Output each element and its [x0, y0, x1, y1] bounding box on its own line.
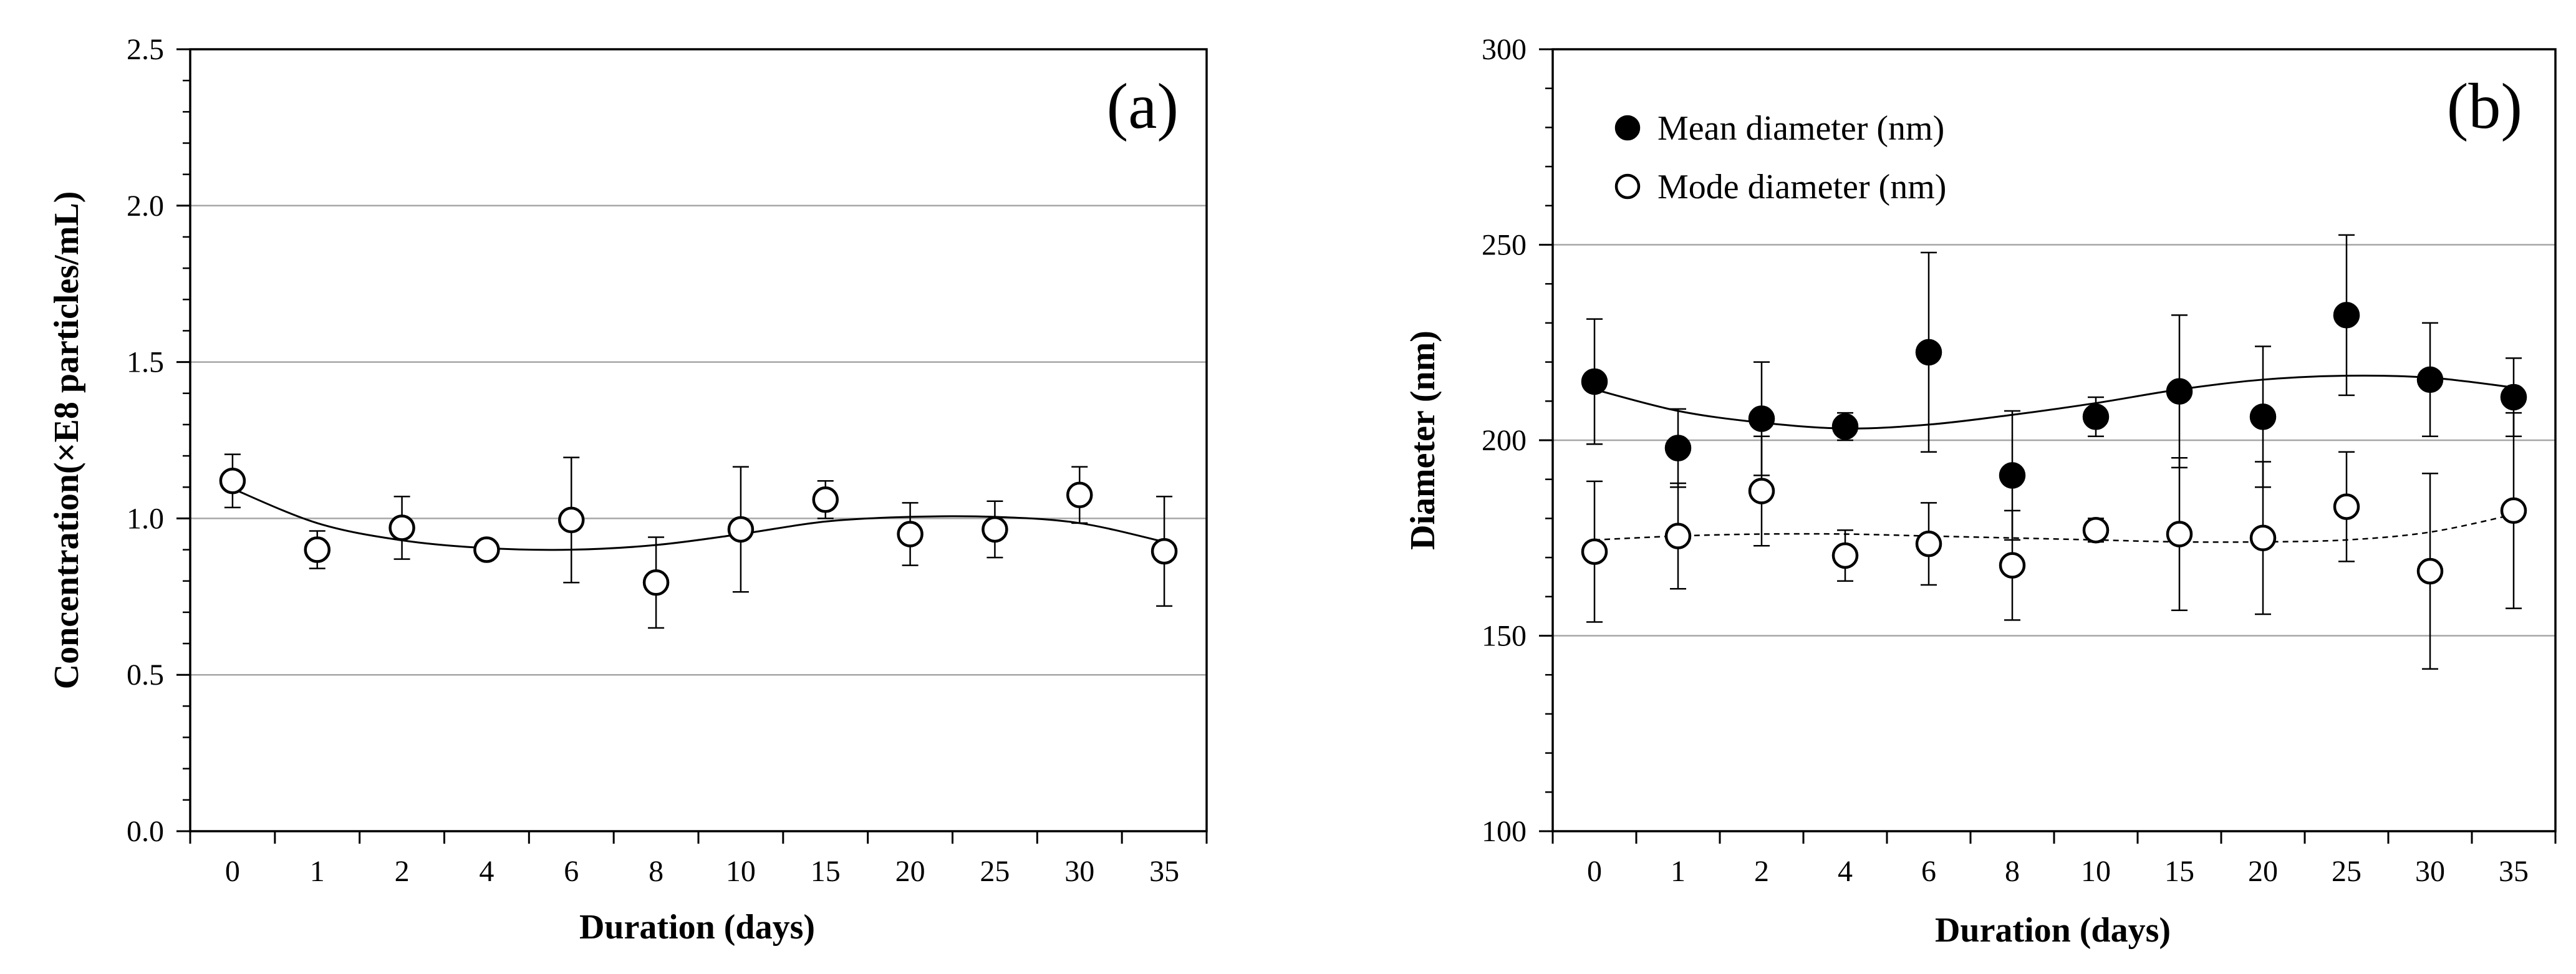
x-tick-label: 6 — [1921, 855, 1936, 888]
data-point — [2166, 521, 2193, 547]
trend-line — [1594, 513, 2514, 543]
data-point — [812, 486, 839, 513]
x-tick-label: 8 — [2005, 855, 2020, 888]
data-point — [1151, 538, 1178, 565]
data-point — [2333, 302, 2360, 329]
panel-b: 100 150 200 250 300 0 1 2 4 6 8 10 15 20 25 30 35 Duratio… — [1404, 33, 2557, 950]
x-tick-label: 35 — [1149, 855, 1179, 888]
x-tick-label: 6 — [564, 855, 579, 888]
x-tick-label: 25 — [2332, 855, 2361, 888]
data-point — [642, 569, 670, 596]
x-tick-label: 1 — [1671, 855, 1686, 888]
plot-frame — [189, 48, 1208, 832]
x-tick-label: 0 — [225, 855, 240, 888]
data-point — [982, 516, 1008, 543]
legend: Mean diameter (nm) Mode diameter (nm) — [1614, 109, 1946, 206]
data-point — [1748, 405, 1775, 432]
panel-label: (a) — [1107, 70, 1179, 142]
data-point — [727, 516, 755, 543]
y-axis-title: Concentration(×E8 particles/mL) — [47, 191, 86, 690]
data-point — [2500, 497, 2527, 524]
data-point — [1999, 462, 2026, 489]
data-point — [1915, 339, 1942, 366]
data-point — [2416, 557, 2444, 585]
data-point — [2500, 383, 2527, 411]
y-tick-label: 2.0 — [127, 190, 164, 223]
x-tick-label: 20 — [2248, 855, 2278, 888]
data-point — [2082, 403, 2110, 430]
data-point — [304, 536, 330, 563]
data-point — [1066, 481, 1093, 509]
data-point — [1831, 413, 1859, 440]
panel-a: 0.0 0.5 1.0 1.5 2.0 2.5 0 1 2 4 6 8 10 15 20 25 30 35 Dura… — [47, 33, 1208, 947]
data-point — [2333, 493, 2360, 520]
series-1 — [219, 453, 1178, 629]
data-point — [1664, 435, 1692, 461]
x-tick-label: 30 — [2415, 855, 2445, 888]
data-point — [2416, 366, 2444, 393]
y-tick-label: 250 — [1482, 229, 1527, 262]
data-point — [1915, 530, 1942, 557]
data-point — [897, 521, 924, 547]
x-axis-title: Duration (days) — [1935, 911, 2171, 950]
x-tick-label: 35 — [2499, 855, 2529, 888]
data-point — [2082, 516, 2110, 544]
panel-label: (b) — [2447, 70, 2522, 142]
y-tick-label: 100 — [1482, 815, 1527, 848]
data-point — [473, 536, 500, 563]
trend-line — [1594, 374, 2514, 430]
data-point — [2249, 403, 2277, 430]
data-point — [1831, 542, 1859, 569]
legend-marker — [1614, 173, 1641, 200]
y-tick-label: 0.0 — [127, 815, 164, 848]
data-point — [558, 506, 585, 534]
x-tick-label: 4 — [1838, 855, 1853, 888]
x-tick-label: 2 — [395, 855, 410, 888]
y-tick-label: 1.0 — [127, 502, 164, 535]
y-tick-label: 1.5 — [127, 346, 164, 379]
x-tick-label: 15 — [811, 855, 841, 888]
legend-entry: Mode diameter (nm) — [1657, 168, 1946, 206]
x-tick-label: 2 — [1754, 855, 1769, 888]
data-point — [2166, 378, 2193, 405]
trend-line — [232, 488, 1165, 551]
data-point — [1581, 368, 1608, 395]
y-tick-label: 200 — [1482, 424, 1527, 457]
x-tick-label: 25 — [980, 855, 1010, 888]
x-tick-label: 20 — [895, 855, 925, 888]
legend-entry: Mean diameter (nm) — [1657, 109, 1944, 148]
x-tick-label: 8 — [649, 855, 663, 888]
data-point — [1664, 523, 1692, 549]
data-point — [388, 514, 415, 541]
data-point — [1748, 478, 1775, 504]
y-tick-label: 300 — [1482, 33, 1527, 66]
y-tick-label: 2.5 — [127, 33, 164, 66]
data-point — [1581, 538, 1608, 565]
y-tick-label: 0.5 — [127, 658, 164, 692]
y-tick-label: 150 — [1482, 620, 1527, 653]
x-tick-label: 30 — [1064, 855, 1094, 888]
x-tick-label: 4 — [479, 855, 494, 888]
series-1 — [1581, 234, 2527, 541]
series-2 — [1581, 412, 2527, 670]
x-tick-label: 0 — [1587, 855, 1602, 888]
y-axis-title: Diameter (nm) — [1404, 330, 1442, 550]
data-point — [2249, 524, 2277, 551]
x-tick-label: 1 — [310, 855, 325, 888]
x-axis-title: Duration (days) — [579, 908, 815, 947]
legend-marker — [1614, 115, 1641, 141]
x-tick-label: 15 — [2164, 855, 2194, 888]
data-point — [219, 467, 246, 494]
data-point — [1999, 552, 2026, 579]
x-tick-label: 10 — [726, 855, 756, 888]
x-tick-label: 10 — [2081, 855, 2111, 888]
